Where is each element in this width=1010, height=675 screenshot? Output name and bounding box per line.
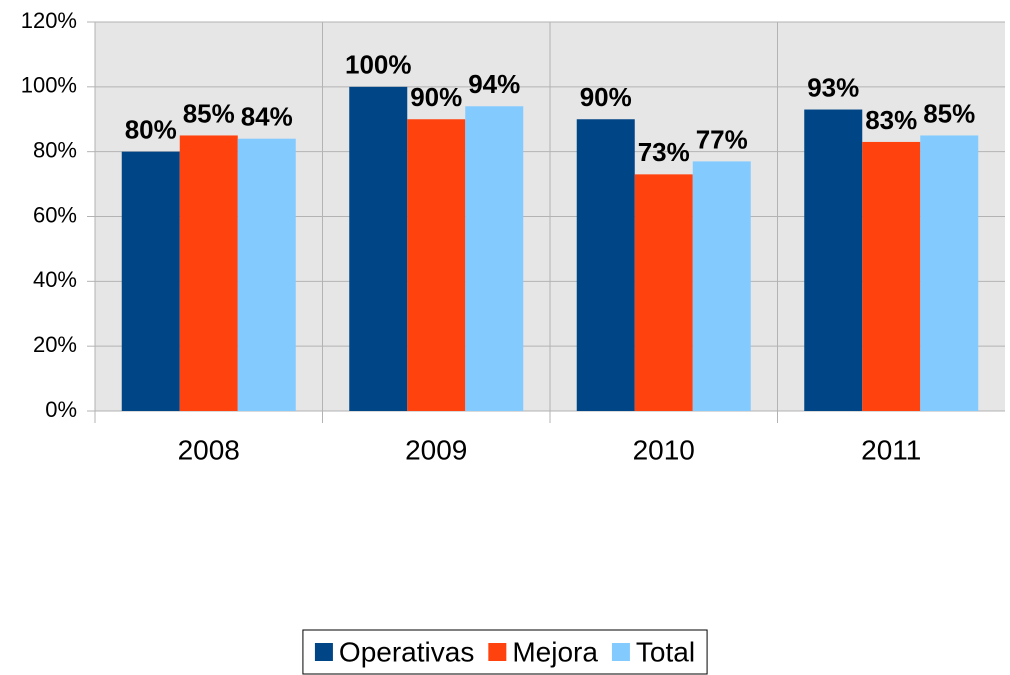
x-tick-label: 2008 [178,434,240,465]
y-tick-label: 20% [33,332,77,357]
legend-swatch [314,643,333,661]
data-label: 100% [345,50,412,80]
data-label: 90% [580,82,632,112]
y-tick-label: 80% [33,137,77,162]
legend-label: Total [636,636,695,667]
data-label: 73% [638,137,690,167]
y-tick-label: 60% [33,202,77,227]
y-tick-label: 40% [33,267,77,292]
data-label: 94% [468,69,520,99]
data-label: 85% [923,98,975,128]
bar [804,109,863,412]
data-label: 85% [183,98,235,128]
bar [121,151,180,411]
bar [179,135,238,412]
bar [920,135,979,412]
x-tick-label: 2011 [861,434,921,465]
bar [634,174,693,411]
data-label: 90% [410,82,462,112]
data-label: 83% [865,105,917,135]
y-tick-label: 0% [45,397,77,422]
y-tick-label: 120% [21,8,77,33]
legend-swatch [611,643,630,661]
bar [407,119,466,411]
x-tick-label: 2010 [633,434,695,465]
legend-label: Operativas [339,636,474,667]
bar [349,86,408,411]
bar [576,119,635,411]
bar [862,141,921,412]
legend-label: Mejora [512,636,598,667]
data-label: 84% [241,102,293,132]
bar [465,106,524,412]
bar [692,161,751,411]
bar [237,138,296,411]
data-label: 80% [125,115,177,145]
y-tick-label: 100% [21,73,77,98]
legend-swatch [488,643,507,661]
data-label: 93% [807,72,859,102]
data-label: 77% [696,124,748,154]
x-tick-label: 2009 [405,434,467,465]
